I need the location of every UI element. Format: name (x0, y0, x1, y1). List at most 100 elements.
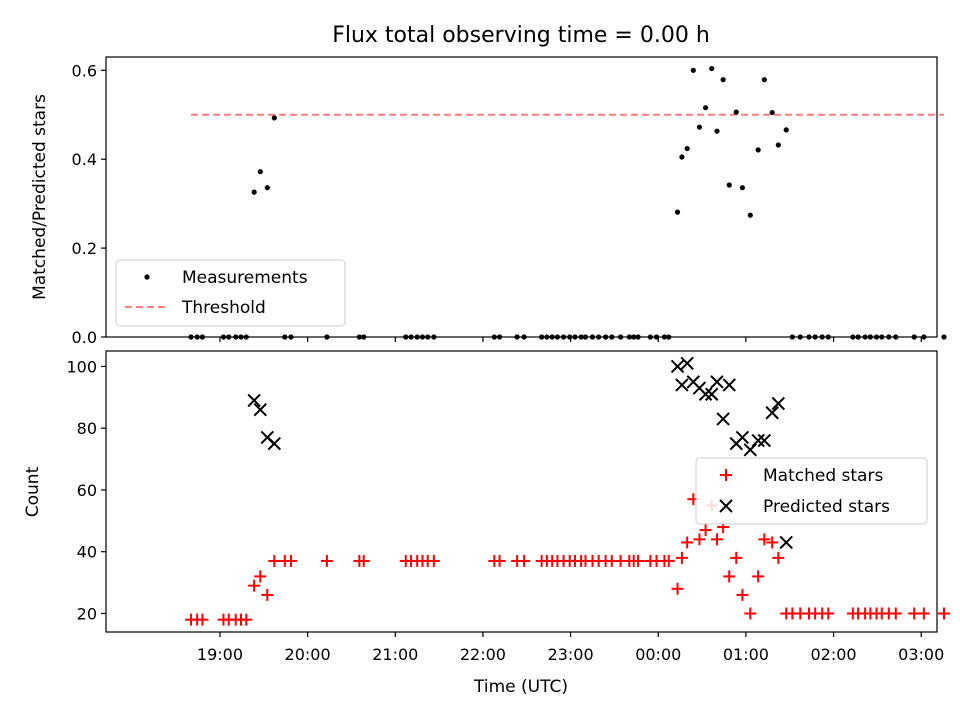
top-y-axis-label: Matched/Predicted stars (30, 94, 50, 300)
matched-star-point (736, 588, 749, 601)
top-y-tick-label: 0.6 (72, 61, 97, 80)
measurement-point (709, 65, 715, 72)
legend-matched-marker (720, 469, 732, 481)
top-y-tick-label: 0.2 (72, 239, 97, 258)
top-legend: Measurements Threshold (115, 259, 346, 327)
measurement-point (726, 182, 732, 188)
bottom-x-tick-label: 20:00 (285, 645, 331, 664)
legend-threshold-label: Threshold (181, 298, 266, 318)
measurement-point (251, 189, 257, 195)
matched-star-point (675, 551, 688, 564)
chart-title: Flux total observing time = 0.00 h (332, 23, 710, 48)
matched-star-point (681, 536, 694, 549)
predicted-star-point (680, 356, 694, 371)
matched-star-point (889, 607, 902, 620)
bottom-x-tick-label: 02:00 (811, 645, 857, 664)
bottom-x-tick-label: 00:00 (635, 645, 681, 664)
bottom-y-tick-label: 80 (77, 419, 97, 438)
matched-star-point (254, 570, 267, 583)
bottom-x-tick-label: 23:00 (548, 645, 594, 664)
legend-matched-label: Matched stars (763, 466, 883, 486)
predicted-star-point (716, 412, 730, 426)
matched-star-point (268, 554, 281, 567)
matched-star-point (284, 554, 297, 567)
bottom-legend: Matched stars Predicted stars (695, 457, 928, 525)
matched-star-point (196, 613, 209, 626)
top-y-tick-label: 0.4 (72, 150, 97, 169)
predicted-star-point (757, 433, 772, 448)
top-x-ticks (219, 337, 922, 342)
matched-star-point (917, 607, 930, 620)
predicted-star-point (247, 393, 261, 408)
legend-predicted-label: Predicted stars (763, 497, 890, 517)
measurement-point (679, 154, 685, 160)
predicted-star-point (710, 375, 724, 389)
measurement-point (747, 212, 753, 218)
matched-star-point (518, 554, 531, 567)
bottom-x-ticks: 19:00 20:00 21:00 22:00 23:00 00:00 01:00 02:00… (197, 632, 944, 664)
predicted-star-point (722, 378, 736, 392)
matched-star-point (357, 554, 370, 567)
top-axes-frame (105, 56, 938, 338)
predicted-star-point (771, 396, 786, 411)
measurement-point (761, 77, 767, 83)
predicted-star-point (267, 436, 282, 451)
measurement-point (690, 67, 696, 73)
top-legend-box (115, 259, 346, 327)
bottom-panel: 20 40 60 80 100 19:00 20:00 21:00 22:00 23:00 00:… (23, 350, 951, 697)
matched-star-point (758, 533, 771, 546)
matched-star-point (744, 607, 757, 620)
matched-star-point (699, 524, 712, 537)
measurement-point (271, 115, 277, 121)
predicted-star-point (751, 433, 765, 448)
top-y-tick-label: 0.0 (72, 328, 97, 347)
matched-star-point (766, 536, 779, 549)
matched-star-point (752, 570, 765, 583)
measurement-point (755, 147, 761, 153)
legend-measurements-label: Measurements (182, 268, 308, 288)
matched-star-point (427, 554, 440, 567)
measurement-point (739, 185, 745, 191)
top-y-ticks: 0.0 0.2 0.4 0.6 (72, 61, 106, 347)
matched-star-point (723, 570, 736, 583)
top-panel: 0.0 0.2 0.4 0.6 Matched/Predicted stars Mea… (30, 56, 947, 347)
predicted-star-point (765, 406, 779, 420)
bottom-x-tick-label: 21:00 (372, 645, 418, 664)
measurement-point (733, 109, 739, 115)
bottom-x-tick-label: 19:00 (197, 645, 243, 664)
measurement-point (769, 109, 775, 116)
predicted-star-point (705, 387, 719, 401)
bottom-y-ticks: 20 40 60 80 100 (66, 357, 106, 623)
matched-star-point (261, 588, 274, 601)
measurement-point (941, 334, 947, 340)
bottom-y-tick-label: 20 (77, 604, 97, 623)
bottom-axes-frame (105, 350, 938, 633)
measurement-point (702, 105, 709, 111)
predicted-stars-layer (247, 356, 793, 550)
matched-star-point (772, 551, 785, 564)
predicted-star-point (698, 387, 713, 401)
measurement-point (264, 185, 270, 191)
legend-predicted-marker (719, 499, 733, 513)
predicted-star-point (735, 430, 750, 445)
measurement-point (674, 209, 681, 215)
predicted-star-point (779, 535, 793, 550)
x-axis-label: Time (UTC) (473, 677, 568, 697)
measurement-point (684, 145, 690, 152)
legend-measurements-marker (144, 274, 150, 280)
bottom-y-tick-label: 40 (77, 543, 97, 562)
matched-star-point (240, 613, 253, 626)
bottom-x-tick-label: 22:00 (460, 645, 506, 664)
matched-star-point (710, 533, 723, 546)
matched-star-point (730, 551, 743, 564)
measurement-point (257, 169, 263, 175)
matched-star-point (493, 554, 506, 567)
matched-star-point (671, 582, 684, 595)
measurement-point (783, 127, 789, 133)
bottom-x-tick-label: 01:00 (723, 645, 769, 664)
measurement-point (714, 128, 720, 134)
measurement-point (720, 77, 726, 83)
predicted-star-point (253, 402, 267, 417)
matched-star-point (938, 607, 951, 620)
predicted-star-point (675, 378, 689, 392)
